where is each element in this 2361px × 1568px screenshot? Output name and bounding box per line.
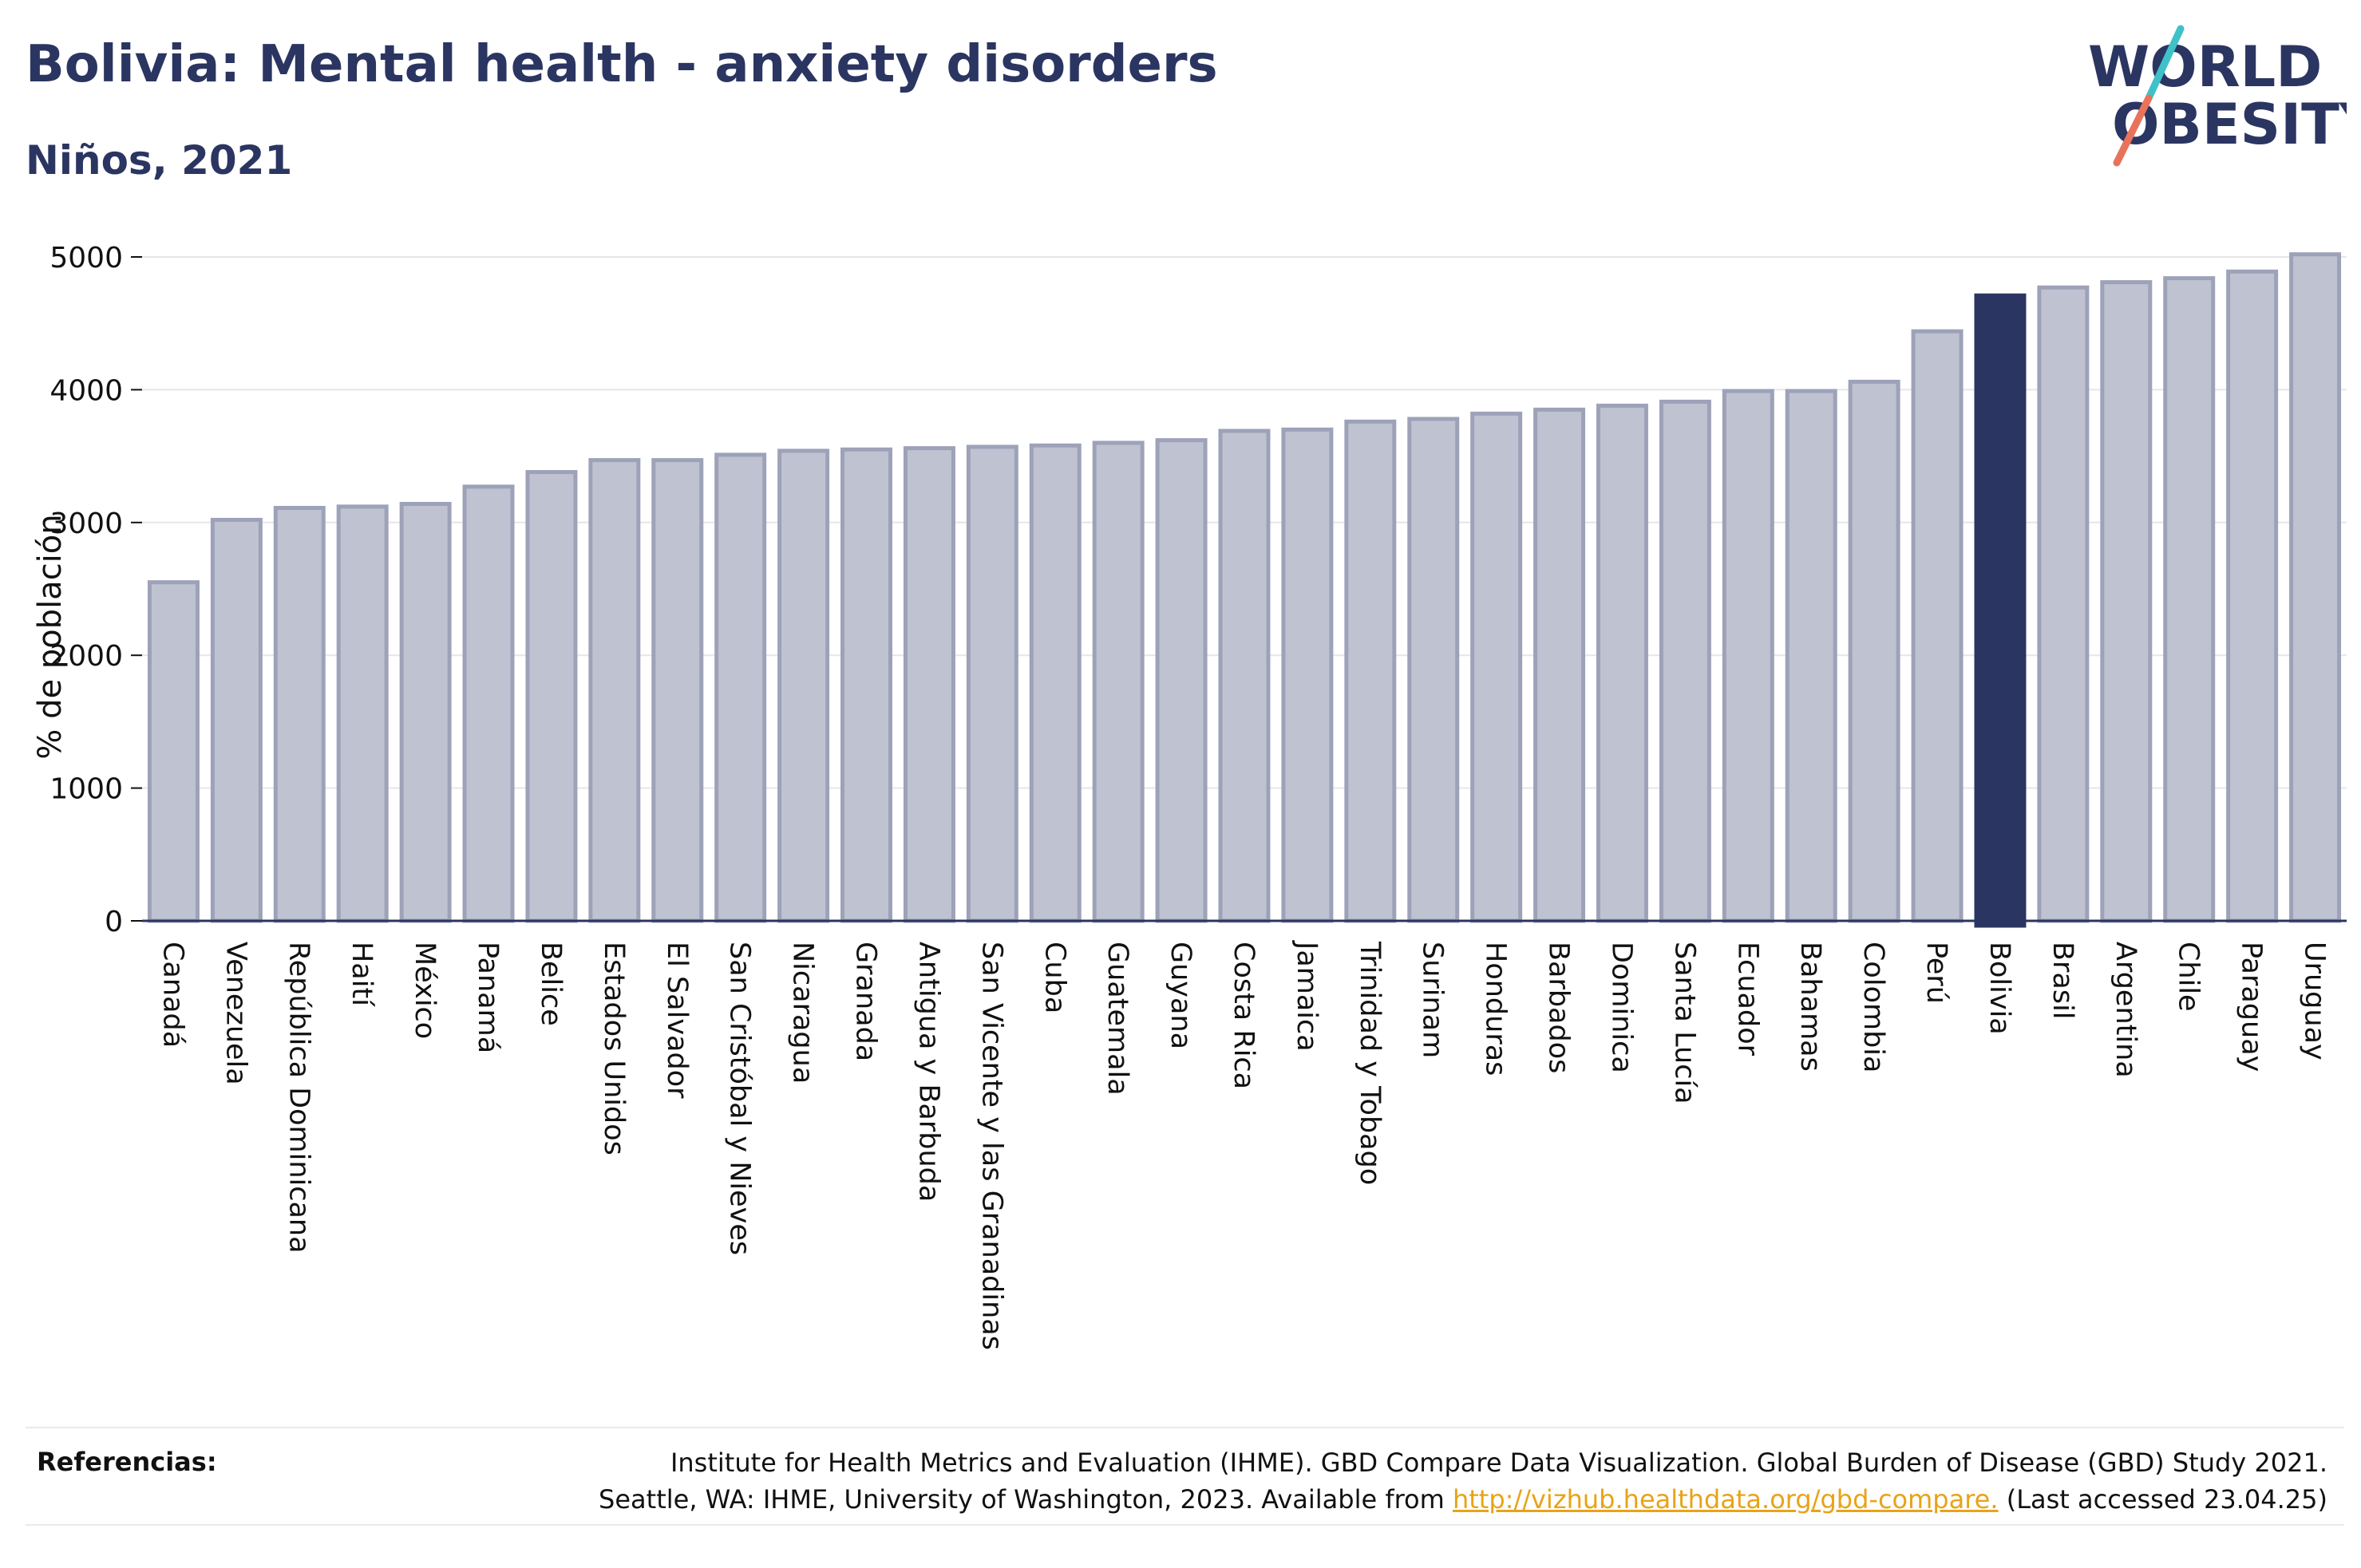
x-tick-label: Costa Rica xyxy=(1228,942,1260,1089)
bar-panamá xyxy=(462,484,515,923)
chart-subtitle: Niños, 2021 xyxy=(26,137,293,184)
bar-venezuela xyxy=(210,517,263,923)
y-tick-label: 0 xyxy=(105,906,123,938)
bar-haití xyxy=(336,504,389,923)
x-tick-label: Belice xyxy=(535,942,567,1026)
bars xyxy=(147,252,2342,928)
references-line1: Institute for Health Metrics and Evaluat… xyxy=(670,1448,2327,1478)
bar-nicaragua xyxy=(777,448,830,923)
y-tick-label: 2000 xyxy=(49,640,123,673)
x-tick-label: Perú xyxy=(1920,942,1952,1004)
x-tick-label: Bahamas xyxy=(1794,942,1826,1072)
x-tick-label: Ecuador xyxy=(1731,942,1763,1057)
references-link[interactable]: http://vizhub.healthdata.org/gbd-compare… xyxy=(1452,1484,1999,1515)
x-tick-label: Guatemala xyxy=(1101,942,1133,1096)
bar-guatemala xyxy=(1092,440,1145,923)
x-tick-label: México xyxy=(409,942,441,1039)
x-tick-label: Trinidad y Tobago xyxy=(1354,941,1386,1185)
x-axis-labels: Canadá Venezuela República Dominicana Haití… xyxy=(156,940,2330,1350)
bar-república-dominicana xyxy=(273,505,326,923)
logo-slash-bottom xyxy=(2113,94,2153,167)
logo-line2: OBESITY xyxy=(2112,92,2347,157)
bar-surinam xyxy=(1407,417,1460,923)
bar-bahamas xyxy=(1785,389,1837,923)
x-tick-label: El Salvador xyxy=(661,942,693,1099)
bar-belice xyxy=(525,470,578,923)
bar-san-vicente-y-las-granadinas xyxy=(966,444,1018,923)
x-tick-label: Surinam xyxy=(1417,942,1449,1058)
bar-canadá xyxy=(147,580,200,923)
x-tick-label: Panamá xyxy=(472,942,504,1053)
y-axis-label: % de población xyxy=(32,514,69,759)
y-tick-label: 4000 xyxy=(49,374,123,407)
bar-el-salvador xyxy=(651,458,704,923)
bar-granada xyxy=(840,447,893,923)
y-tick-label: 3000 xyxy=(49,508,123,540)
footer-divider-bottom xyxy=(26,1524,2344,1526)
bar-brasil xyxy=(2037,285,2090,923)
bar-paraguay xyxy=(2226,269,2279,923)
x-tick-label: Dominica xyxy=(1605,942,1637,1073)
x-tick-label: Santa Lucía xyxy=(1668,942,1700,1104)
x-tick-label: República Dominicana xyxy=(283,942,314,1254)
x-tick-label: Jamaica xyxy=(1291,940,1323,1052)
bar-guyana xyxy=(1155,438,1208,923)
bar-costa-rica xyxy=(1218,429,1271,923)
logo-line1: WORLD xyxy=(2088,34,2322,100)
y-tick-label: 1000 xyxy=(49,773,123,806)
x-tick-label: Argentina xyxy=(2110,942,2142,1078)
bar-perú xyxy=(1911,329,1964,923)
bar-chile xyxy=(2163,276,2216,923)
bar-cuba xyxy=(1029,443,1082,923)
chart-title: Bolivia: Mental health - anxiety disorde… xyxy=(26,35,1218,94)
bar-ecuador xyxy=(1722,389,1774,923)
bar-santa-lucía xyxy=(1659,399,1711,923)
references-line2-post: (Last accessed 23.04.25) xyxy=(1998,1484,2327,1515)
bar-estados-unidos xyxy=(588,458,641,923)
x-tick-label: Uruguay xyxy=(2299,942,2331,1060)
x-tick-label: San Vicente y las Granadinas xyxy=(975,942,1007,1350)
bar-méxico xyxy=(399,502,452,923)
bar-barbados xyxy=(1533,407,1586,923)
x-tick-label: San Cristóbal y Nieves xyxy=(724,942,756,1255)
x-tick-label: Barbados xyxy=(1543,942,1575,1073)
x-tick-label: Paraguay xyxy=(2236,942,2268,1072)
bar-chart: 0 1000 2000 3000 4000 5000 Canadá Venezuela Rep… xyxy=(32,242,2347,1350)
bar-honduras xyxy=(1470,411,1523,923)
bar-uruguay xyxy=(2289,252,2342,923)
footer-divider-top xyxy=(26,1427,2344,1428)
x-tick-label: Nicaragua xyxy=(787,942,819,1084)
x-tick-label: Cuba xyxy=(1038,942,1070,1013)
bar-bolivia xyxy=(1974,293,2027,928)
x-tick-label: Chile xyxy=(2173,942,2205,1012)
references-line2-pre: Seattle, WA: IHME, University of Washing… xyxy=(599,1484,1453,1515)
bar-argentina xyxy=(2100,280,2153,923)
x-tick-label: Canadá xyxy=(156,942,188,1048)
bar-dominica xyxy=(1596,403,1648,923)
x-tick-label: Honduras xyxy=(1480,942,1512,1076)
x-tick-label: Colombia xyxy=(1857,942,1889,1072)
x-tick-label: Venezuela xyxy=(219,942,251,1085)
y-axis-ticks: 0 1000 2000 3000 4000 5000 xyxy=(49,242,142,938)
bar-antigua-y-barbuda xyxy=(903,446,955,923)
bar-colombia xyxy=(1848,379,1900,923)
logo-slash-top xyxy=(2145,25,2185,102)
x-tick-label: Bolivia xyxy=(1983,942,2015,1035)
x-tick-label: Estados Unidos xyxy=(598,942,630,1155)
world-obesity-logo: WORLD OBESITY xyxy=(2088,25,2347,167)
bar-san-cristóbal-y-nieves xyxy=(714,452,767,923)
y-tick-label: 5000 xyxy=(49,242,123,274)
x-tick-label: Antigua y Barbuda xyxy=(912,942,944,1202)
x-tick-label: Brasil xyxy=(2047,942,2078,1020)
bar-jamaica xyxy=(1281,427,1334,923)
bar-trinidad-y-tobago xyxy=(1344,419,1397,923)
references-text: Institute for Health Metrics and Evaluat… xyxy=(599,1444,2327,1518)
references-label: Referencias: xyxy=(37,1447,217,1477)
x-tick-label: Haití xyxy=(346,942,378,1007)
x-tick-label: Guyana xyxy=(1165,942,1196,1049)
references-line2: Seattle, WA: IHME, University of Washing… xyxy=(599,1481,2327,1518)
x-tick-label: Granada xyxy=(850,942,882,1061)
